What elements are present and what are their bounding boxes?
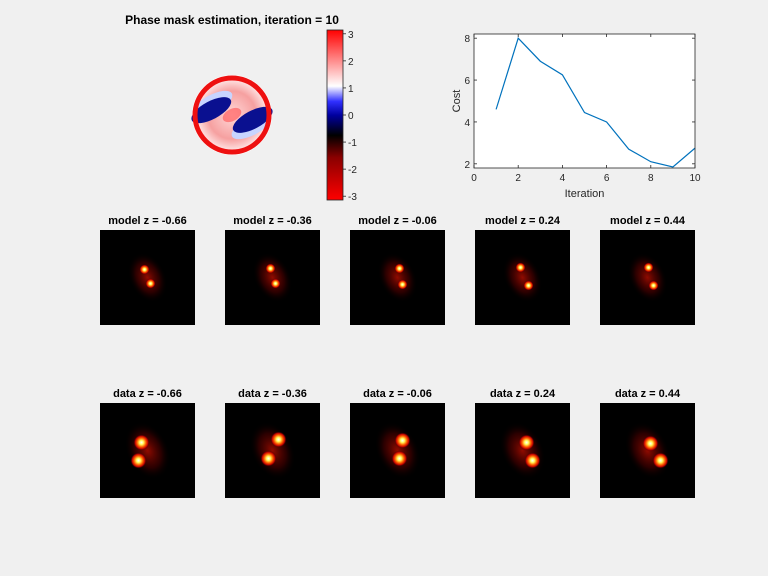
- cost-y-tick-label: 6: [464, 76, 470, 87]
- data-panel: data z = -0.66: [100, 388, 195, 498]
- colorbar-tick-label: 1: [348, 84, 354, 95]
- cost-x-tick-label: 6: [604, 173, 610, 184]
- model-panel-title: model z = 0.24: [485, 215, 561, 227]
- cost-y-tick-label: 4: [464, 118, 470, 129]
- data-psf-spot: [391, 450, 408, 467]
- data-psf-spot: [260, 450, 277, 467]
- model-panel-title: model z = 0.44: [610, 215, 686, 227]
- cost-x-tick-label: 2: [515, 173, 521, 184]
- model-panel: model z = 0.44: [600, 215, 695, 325]
- model-psf-spot: [270, 278, 281, 289]
- model-psf-halo: [502, 252, 543, 303]
- data-psf-spot: [518, 434, 535, 451]
- cost-x-tick-label: 4: [560, 173, 566, 184]
- model-psf-spot: [145, 278, 156, 289]
- phase-mask-title: Phase mask estimation, iteration = 10: [125, 13, 339, 27]
- model-psf-halo: [377, 252, 418, 303]
- psf-panel-grid: model z = -0.66 model z = -0.36 model z = …: [100, 215, 695, 498]
- data-psf-spot: [524, 452, 541, 469]
- data-panel: data z = 0.24: [475, 388, 570, 498]
- colorbar-tick-label: 0: [348, 111, 354, 122]
- model-psf-spot: [139, 264, 150, 275]
- data-panel-title: data z = 0.24: [490, 388, 556, 400]
- data-psf-spot: [652, 452, 669, 469]
- data-psf-spot: [270, 431, 287, 448]
- cost-series-line: [495, 37, 696, 168]
- cost-x-tick-label: 0: [471, 173, 477, 184]
- model-psf-spot: [394, 263, 405, 274]
- colorbar-tick-label: 2: [348, 57, 354, 68]
- cost-y-tick-label: 2: [464, 160, 470, 171]
- model-psf-spot: [397, 279, 408, 290]
- data-psf-spot: [394, 432, 411, 449]
- phase-colorbar: 3 2 1 0 -1 -2 -3: [326, 29, 357, 203]
- model-panel-title: model z = -0.36: [233, 215, 312, 227]
- model-panel: model z = 0.24: [475, 215, 570, 325]
- data-panel-title: data z = -0.66: [113, 388, 182, 400]
- data-panel: data z = -0.06: [350, 388, 445, 498]
- cost-x-tick-label: 8: [648, 173, 654, 184]
- phase-mask-image: [191, 75, 273, 155]
- data-psf-spot: [642, 435, 659, 452]
- model-panel: model z = -0.36: [225, 215, 320, 325]
- data-panel-title: data z = -0.06: [363, 388, 432, 400]
- model-psf-spot: [523, 280, 534, 291]
- colorbar-tick-label: -3: [348, 192, 357, 203]
- data-psf-spot: [130, 452, 147, 469]
- model-psf-spot: [515, 262, 526, 273]
- cost-y-axis-label: Cost: [451, 90, 463, 113]
- model-panel: model z = -0.66: [100, 215, 195, 325]
- model-psf-spot: [265, 263, 276, 274]
- colorbar-tick-label: 3: [348, 30, 354, 41]
- model-psf-spot: [648, 280, 659, 291]
- model-psf-spot: [643, 262, 654, 273]
- data-panel: data z = -0.36: [225, 388, 320, 498]
- cost-x-axis-label: Iteration: [565, 188, 605, 200]
- colorbar-tick-label: -1: [348, 138, 357, 149]
- cost-y-tick-label: 8: [464, 34, 470, 45]
- model-panel-title: model z = -0.66: [108, 215, 187, 227]
- model-panel: model z = -0.06: [350, 215, 445, 325]
- model-psf-halo: [627, 252, 668, 303]
- cost-x-tick-label: 10: [689, 173, 701, 184]
- model-panel-title: model z = -0.06: [358, 215, 437, 227]
- model-psf-halo: [252, 252, 293, 303]
- data-panel-title: data z = -0.36: [238, 388, 307, 400]
- data-panel-title: data z = 0.44: [615, 388, 681, 400]
- data-psf-spot: [133, 434, 150, 451]
- colorbar-tick-label: -2: [348, 165, 357, 176]
- data-panel: data z = 0.44: [600, 388, 695, 498]
- model-psf-halo: [127, 252, 168, 303]
